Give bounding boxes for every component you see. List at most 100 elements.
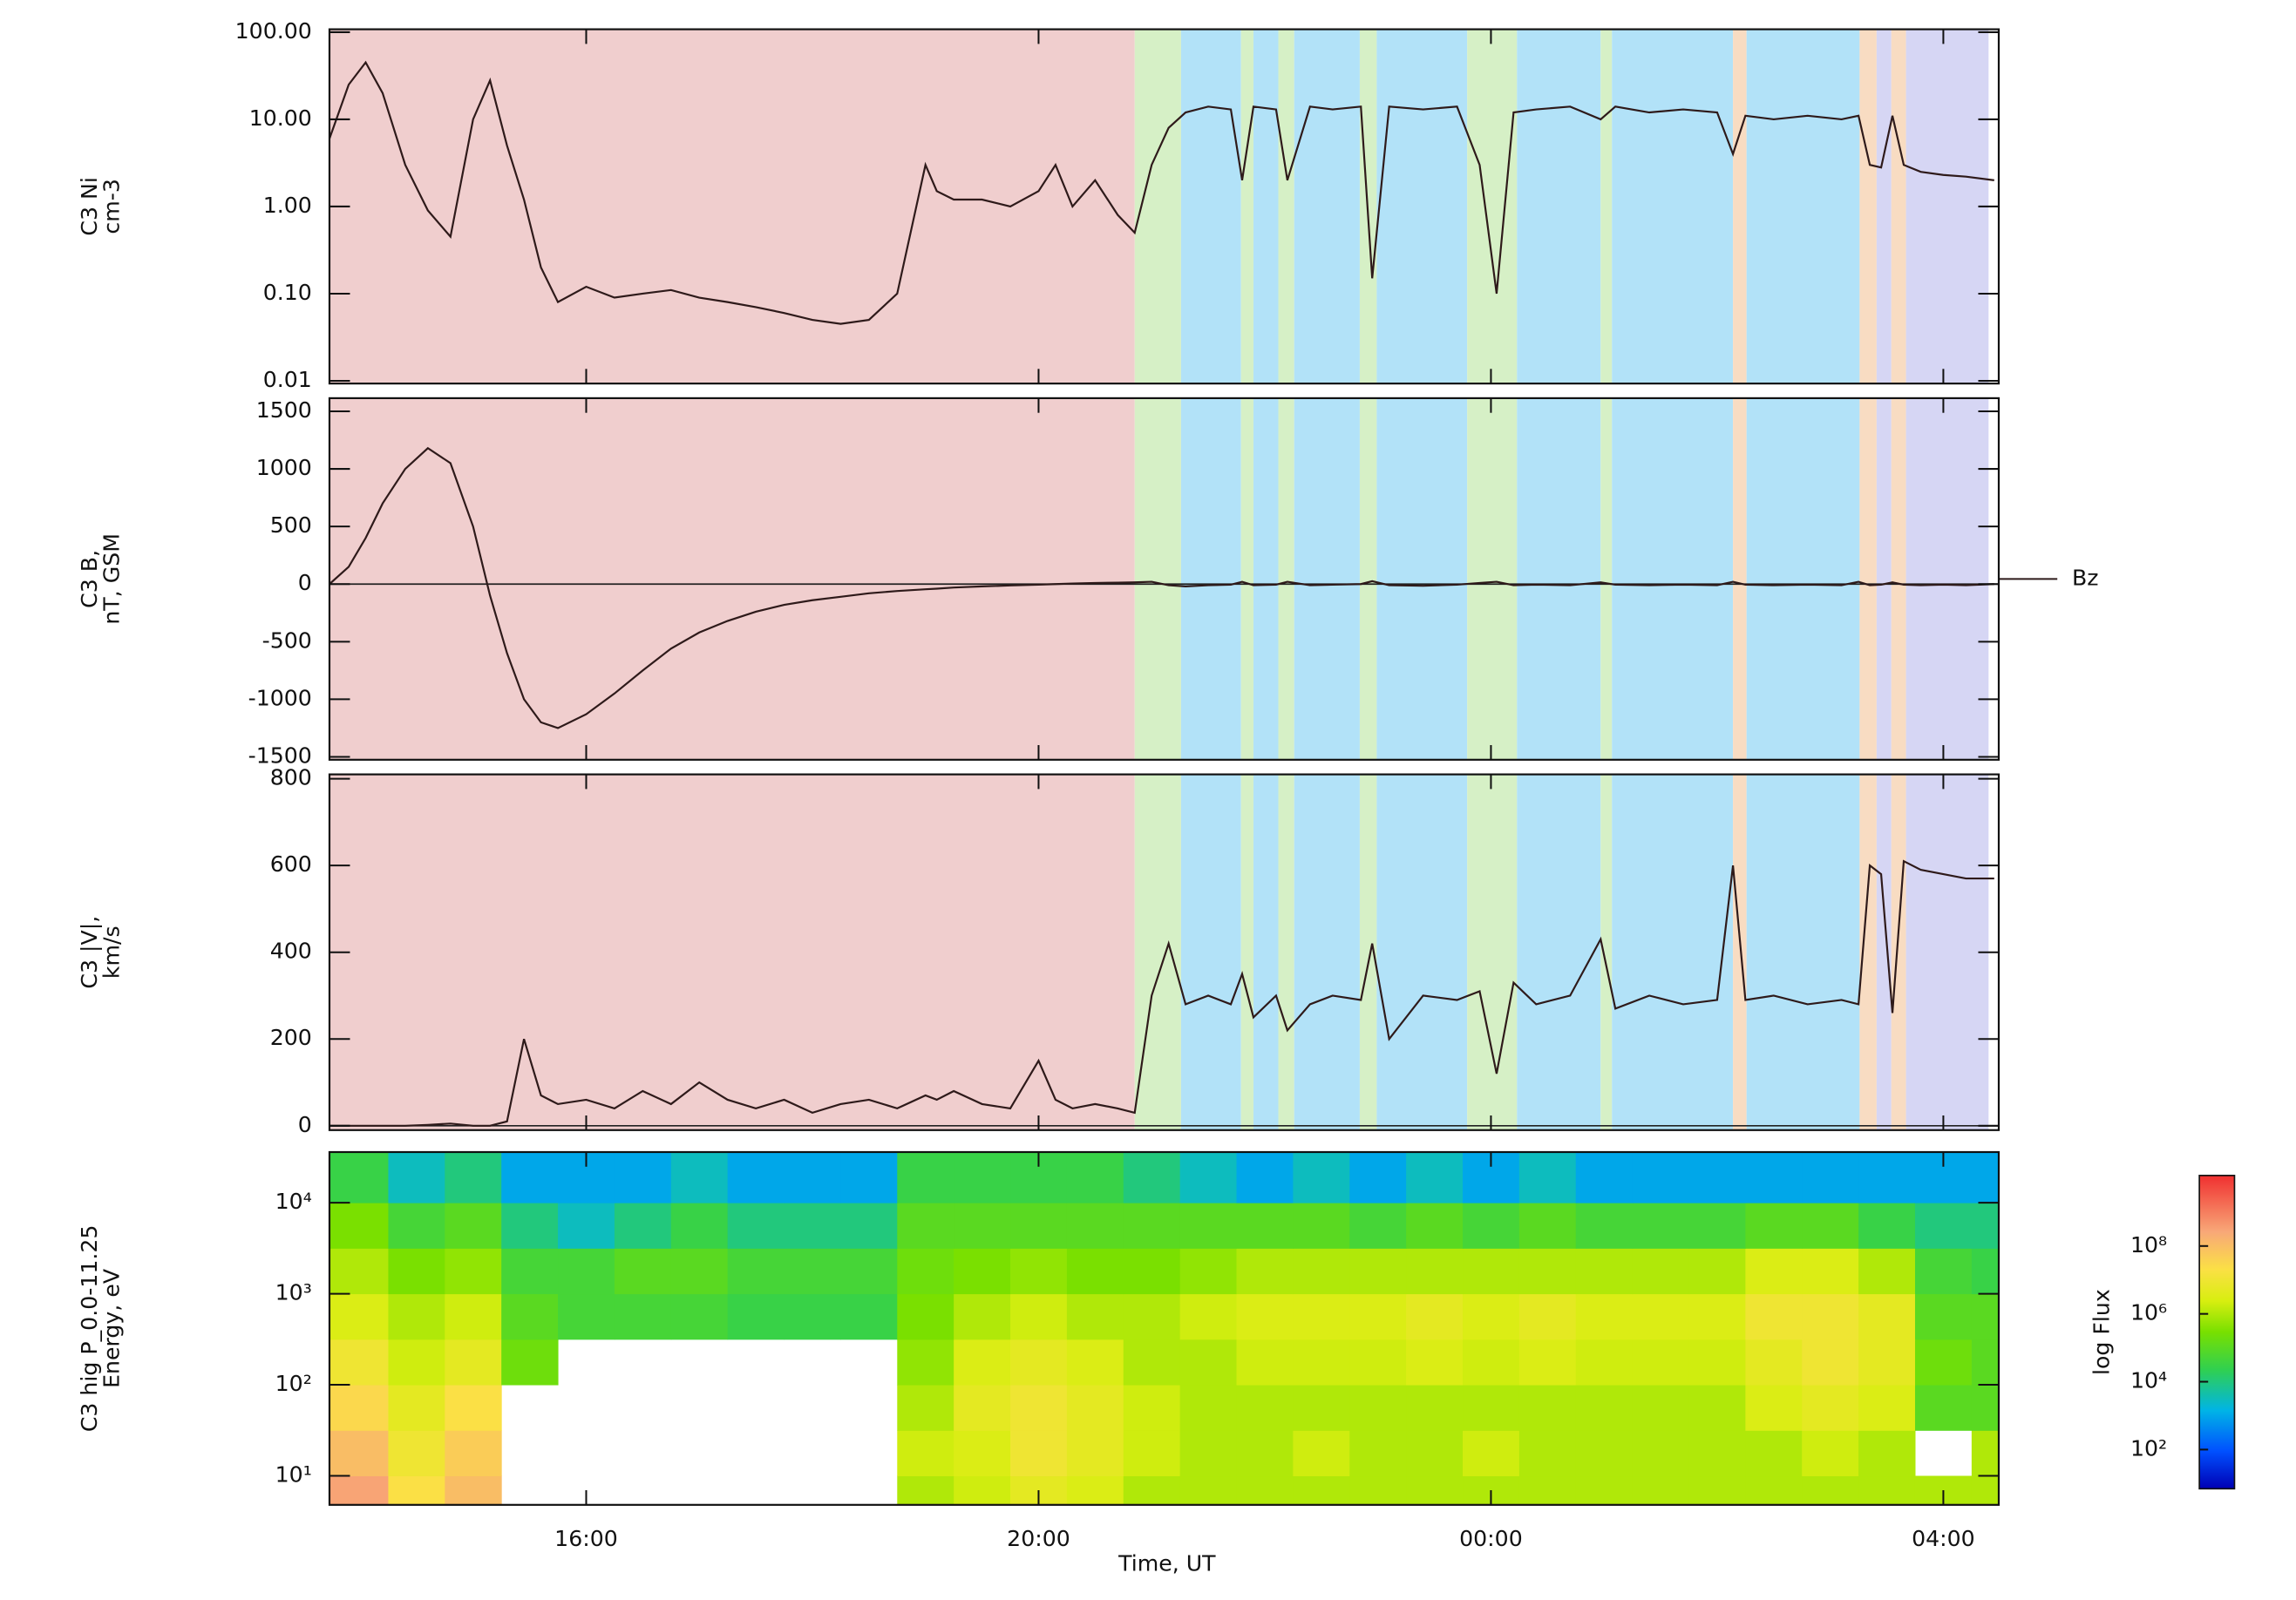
heatmap-cell [501,1203,558,1249]
region [1906,30,1989,384]
heatmap-cell [1688,1203,1745,1249]
heatmap-cell [1237,1385,1294,1431]
heatmap-cell [1576,1430,1633,1476]
heatmap-cell [1858,1385,1915,1431]
heatmap-cell [445,1248,501,1294]
heatmap-cell [388,1248,445,1294]
heatmap-cell [1180,1248,1237,1294]
heatmap-cell [1633,1339,1689,1386]
heatmap-cell [445,1203,501,1249]
heatmap-cell [1576,1339,1633,1386]
heatmap-cell [615,1203,671,1249]
heatmap-cell [1180,1385,1237,1431]
heatmap-cell [954,1203,1010,1249]
region [1612,775,1733,1130]
heatmap-cell [1124,1430,1180,1476]
heatmap-cell [558,1294,615,1340]
heatmap-cell [1180,1476,1237,1506]
region [1241,30,1253,384]
region [329,398,1135,760]
x-tick-label: 16:00 [554,1526,618,1551]
region [1612,398,1733,760]
heatmap-cell [785,1294,841,1340]
region [1181,775,1241,1130]
heatmap-cell [954,1476,1010,1506]
heatmap-cell [1802,1476,1858,1506]
region [1517,398,1600,760]
heatmap-cell [1802,1152,1858,1203]
heatmap-cell [1972,1476,2000,1506]
heatmap-cell [1349,1294,1406,1340]
heatmap-cell [1915,1248,1972,1294]
heatmap-cell [1406,1476,1463,1506]
heatmap-cell [1067,1248,1124,1294]
heatmap-cell [1406,1248,1463,1294]
heatmap-cell [1688,1430,1745,1476]
colorbar-label: log Flux [2089,1289,2114,1375]
heatmap-cell [897,1294,954,1340]
x-tick-label: 04:00 [1912,1526,1975,1551]
region [1294,30,1360,384]
heatmap-cell [671,1248,728,1294]
region [1360,398,1376,760]
heatmap-cell [1349,1152,1406,1203]
region [1906,398,1989,760]
heatmap-cell [728,1203,785,1249]
y-tick-label: 10.00 [249,105,312,131]
heatmap-cell [501,1248,558,1294]
heatmap-cell [897,1476,954,1506]
heatmap-cell [954,1152,1010,1203]
y-tick-label: 10⁴ [275,1189,312,1214]
heatmap-cell [329,1385,389,1431]
heatmap-cell [1576,1476,1633,1506]
heatmap-cell [1633,1430,1689,1476]
heatmap-cell [388,1203,445,1249]
heatmap-cell [445,1430,501,1476]
heatmap-cell [388,1152,445,1203]
heatmap-cell [840,1294,897,1340]
y-tick-label: 0 [298,1112,312,1137]
heatmap-cell [1463,1339,1519,1386]
region [1859,30,1876,384]
heatmap-cell [1293,1339,1349,1386]
heatmap-cell [1180,1203,1237,1249]
region [1906,775,1989,1130]
heatmap-cell [1010,1339,1067,1386]
heatmap-cell [1180,1152,1237,1203]
heatmap-cell [1067,1152,1124,1203]
heatmap-cell [329,1152,389,1203]
heatmap-cell [1519,1152,1576,1203]
region [1517,30,1600,384]
heatmap-cell [445,1476,501,1506]
heatmap-cell [1463,1203,1519,1249]
heatmap-cell [1349,1203,1406,1249]
heatmap-cell [1293,1152,1349,1203]
region [1181,398,1241,760]
heatmap-cell [445,1339,501,1386]
heatmap-cell [1293,1294,1349,1340]
heatmap-cell [1519,1294,1576,1340]
heatmap-cell [1688,1339,1745,1386]
heatmap-cell [1293,1203,1349,1249]
region [1747,30,1860,384]
heatmap-cell [1237,1476,1294,1506]
region [1892,398,1906,760]
region [1600,775,1612,1130]
heatmap-cell [388,1476,445,1506]
region [1747,398,1860,760]
heatmap-cell [1745,1339,1802,1386]
heatmap-cell [1237,1152,1294,1203]
heatmap-cell [501,1152,558,1203]
heatmap-cell [1237,1430,1294,1476]
heatmap-cell [1633,1385,1689,1431]
heatmap-cell [1858,1430,1915,1476]
heatmap-cell [1802,1385,1858,1431]
heatmap-cell [1180,1294,1237,1340]
heatmap-cell [1010,1430,1067,1476]
heatmap-cell [1633,1476,1689,1506]
heatmap-cell [1688,1248,1745,1294]
heatmap-cell [1406,1339,1463,1386]
heatmap-cell [1576,1203,1633,1249]
heatmap-cell [1010,1203,1067,1249]
heatmap-cell [1010,1385,1067,1431]
